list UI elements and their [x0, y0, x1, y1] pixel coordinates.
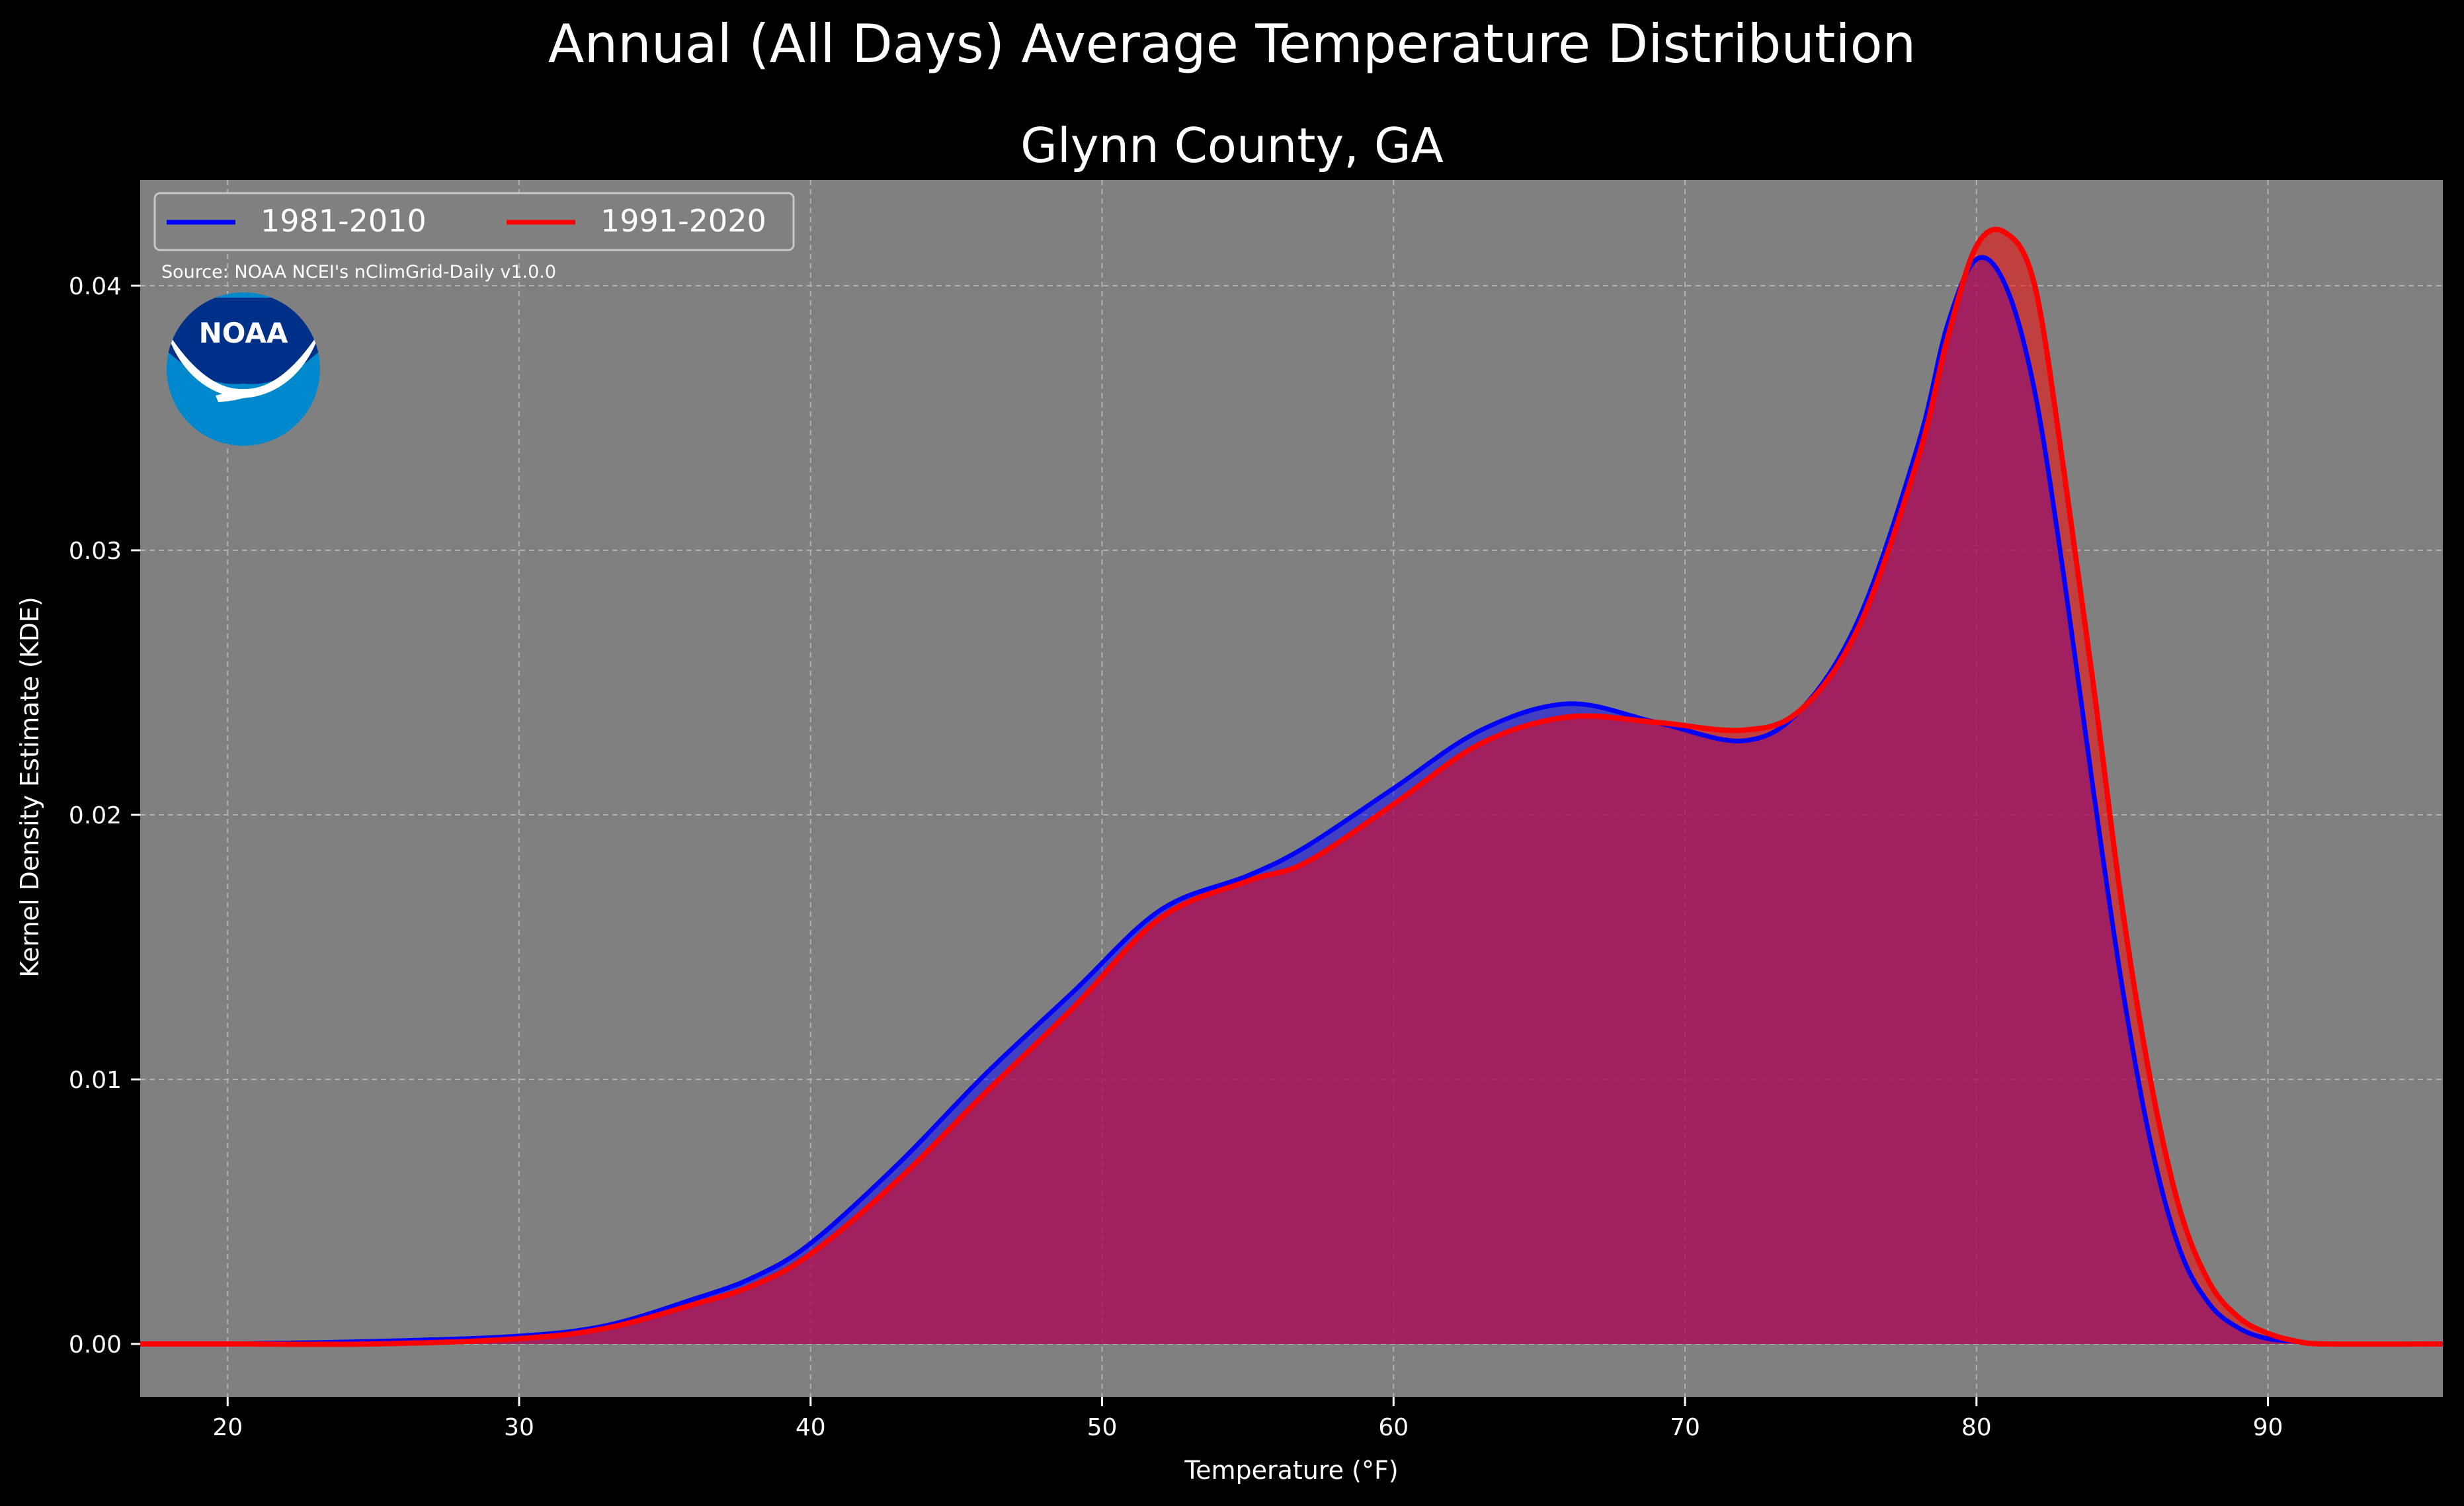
- x-axis-label: Temperature (°F): [1184, 1456, 1398, 1485]
- chart-subtitle: Glynn County, GA: [1020, 118, 1444, 173]
- x-tick-label: 20: [212, 1414, 243, 1441]
- noaa-logo-text: NOAA: [199, 317, 288, 349]
- x-tick-label: 60: [1378, 1414, 1409, 1441]
- legend-label-1981-2010: 1981-2010: [261, 203, 427, 239]
- x-tick-label: 30: [504, 1414, 534, 1441]
- x-tick-label: 50: [1087, 1414, 1118, 1441]
- series-fills: [140, 229, 2443, 1345]
- x-axis-ticks: 20 30 40 50 60 70 80 90: [212, 1397, 2283, 1441]
- x-tick-label: 70: [1670, 1414, 1700, 1441]
- y-axis-label: Kernel Density Estimate (KDE): [15, 597, 44, 978]
- y-tick-label: 0.00: [69, 1331, 122, 1359]
- y-tick-label: 0.03: [69, 538, 122, 565]
- y-tick-label: 0.01: [69, 1067, 122, 1094]
- noaa-logo: NOAA: [167, 292, 320, 446]
- series-lines: [140, 226, 2443, 1347]
- y-tick-label: 0.02: [69, 802, 122, 829]
- figure-title: Annual (All Days) Average Temperature Di…: [548, 13, 1916, 75]
- y-axis-ticks: 0.00 0.01 0.02 0.03 0.04: [69, 273, 140, 1359]
- line-1981-2010: [140, 255, 2443, 1347]
- x-tick-label: 90: [2253, 1414, 2283, 1441]
- legend-box: [153, 192, 795, 251]
- area-1991-2020: [140, 229, 2443, 1345]
- legend: 1981-2010 1991-2020: [153, 192, 795, 251]
- x-tick-label: 80: [1961, 1414, 1992, 1441]
- y-tick-label: 0.04: [69, 273, 122, 300]
- legend-label-1991-2020: 1991-2020: [600, 203, 766, 239]
- x-tick-label: 40: [796, 1414, 826, 1441]
- line-1991-2020: [140, 226, 2443, 1347]
- source-note: Source: NOAA NCEI's nClimGrid-Daily v1.0…: [161, 262, 556, 282]
